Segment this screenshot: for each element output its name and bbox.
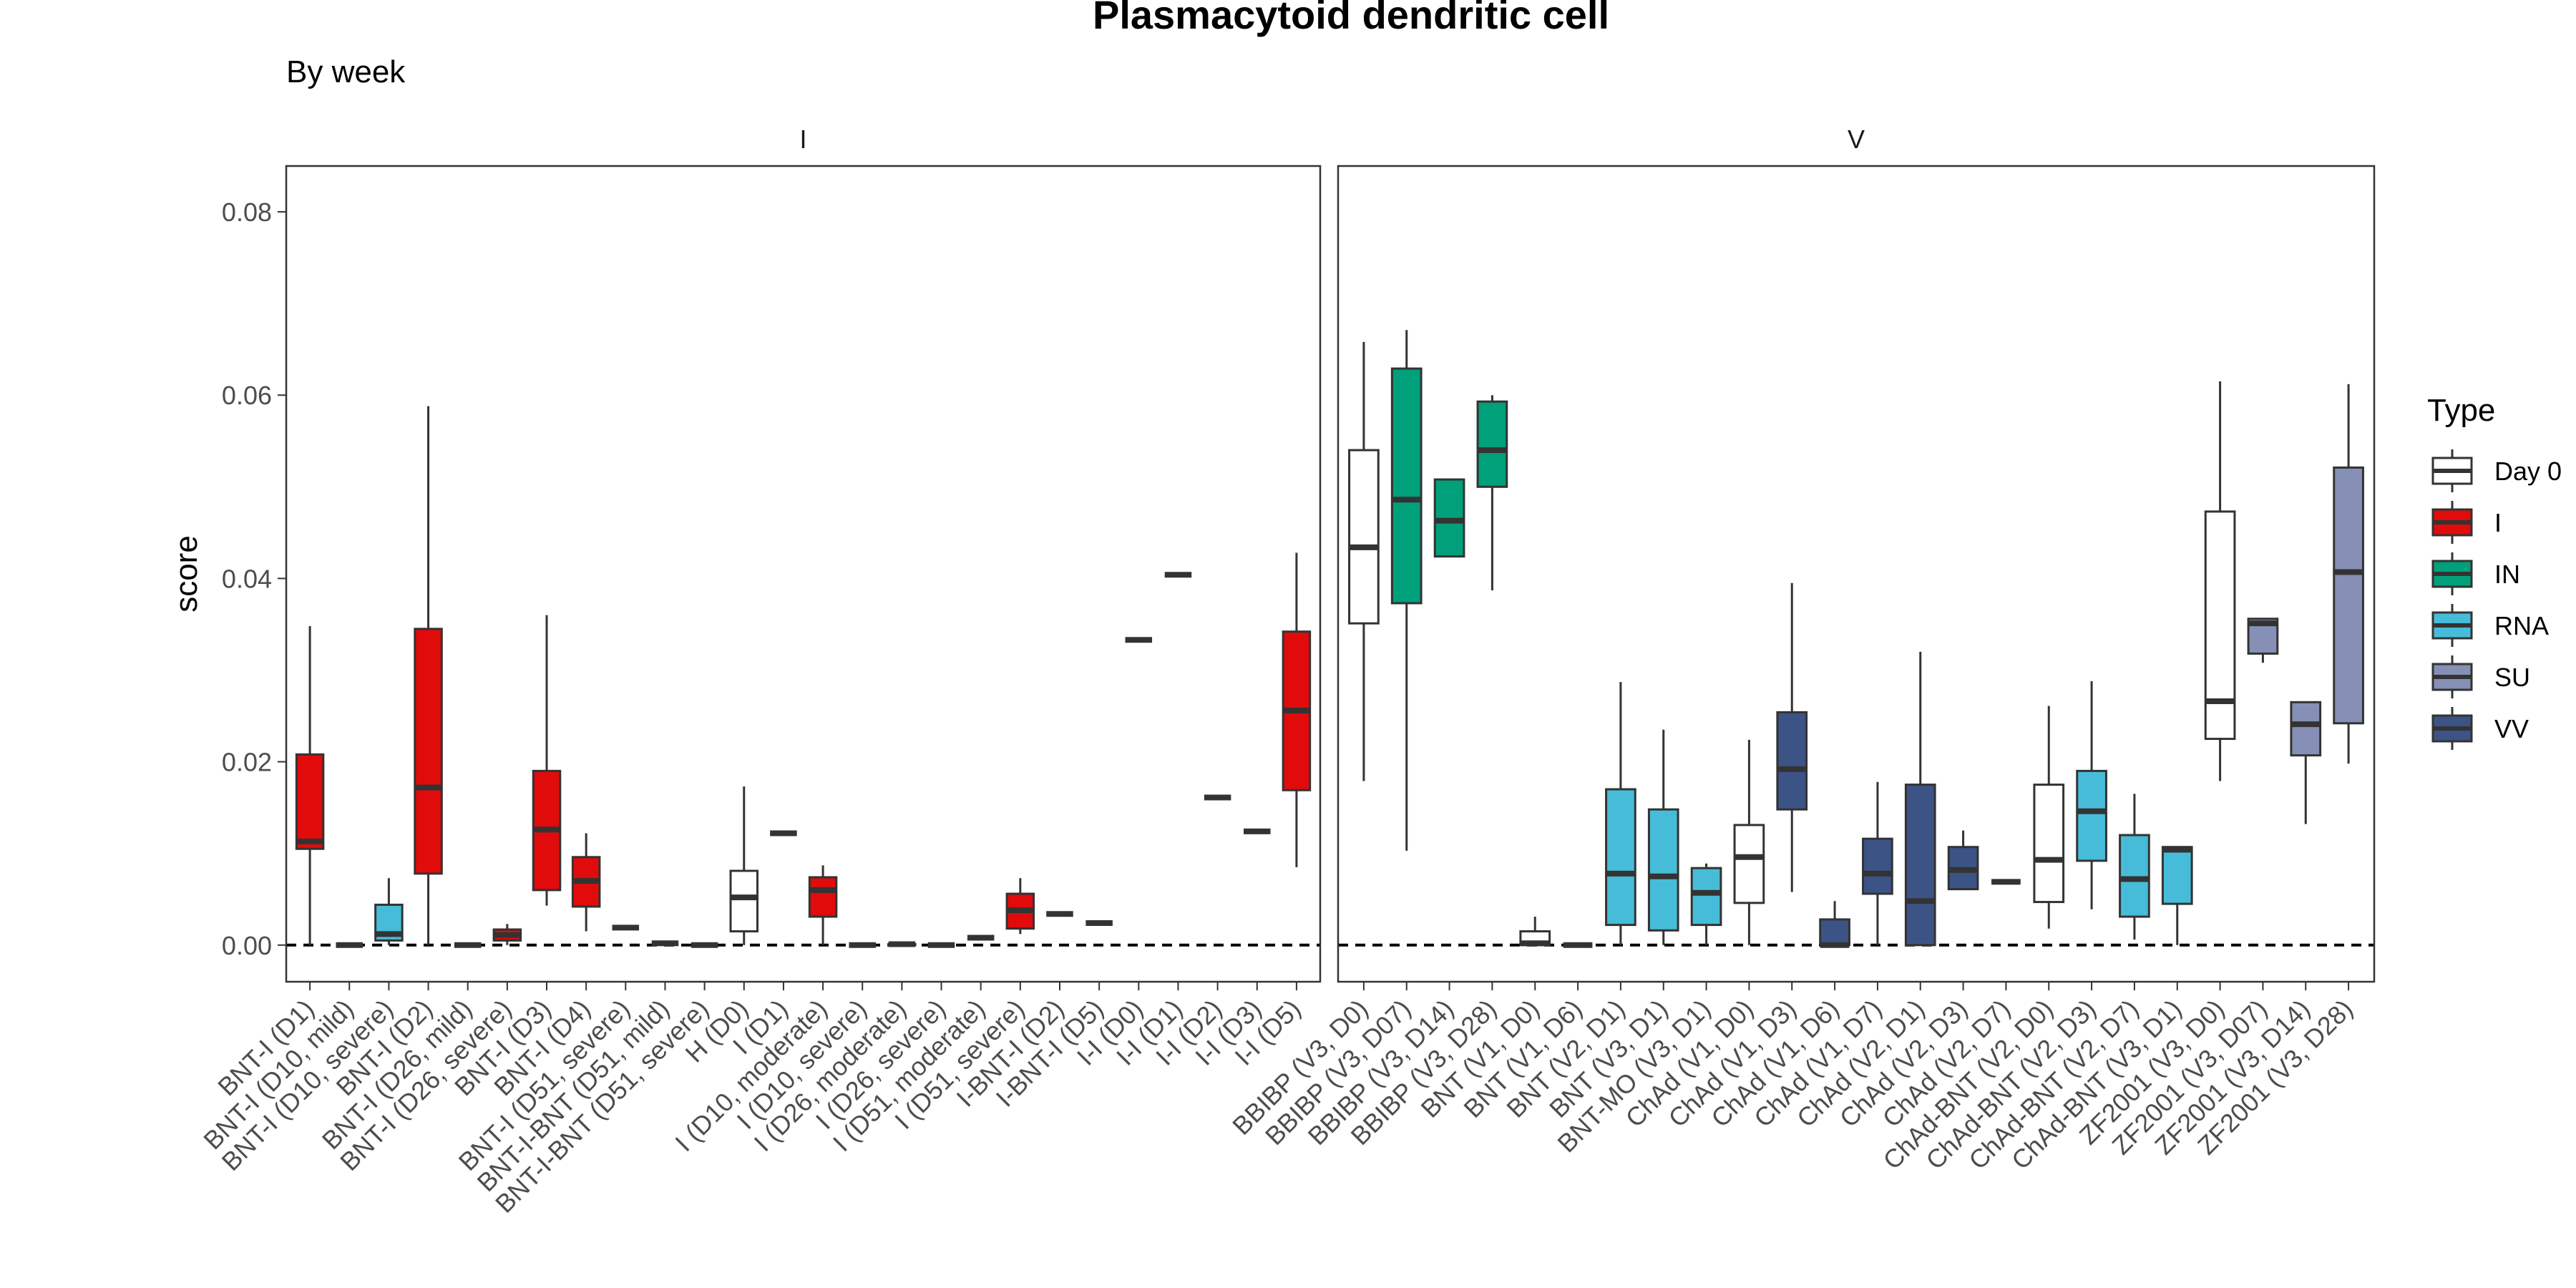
box-iqr [2333,466,2364,725]
legend-item-label: SU [2494,663,2530,692]
box-ChAd-BNT (V2, D0) [2033,706,2065,929]
box-ChAd (V2, D3) [1947,830,1979,891]
box-BBIBP (V3, D28) [1476,395,1508,591]
box-ChAd-BNT (V2, D3) [2076,680,2107,909]
legend-item-VV: VV [2431,707,2529,750]
box-iqr [1690,867,1722,927]
legend-title: Type [2427,393,2495,428]
box-iqr [1776,711,1808,811]
box-I (D10, moderate) [808,865,838,945]
box-BBIBP (V3, D0) [1348,341,1380,781]
box-BNT-I (D2) [414,406,443,945]
facet-strip-label: I [799,125,806,154]
y-tick-label: 0.04 [222,564,272,593]
box-iqr [1605,788,1636,927]
y-tick-label: 0.02 [222,748,272,777]
box-BNT (V1, D0) [1519,917,1551,947]
legend-item-label: IN [2494,560,2520,589]
box-I (D51, severe) [1005,878,1035,935]
box-iqr [1348,449,1380,625]
box-iqr [2204,510,2236,741]
box-BNT-I (D10, severe) [374,878,404,945]
box-BNT (V2, D1) [1605,682,1636,945]
panel-border [1337,165,2376,983]
box-iqr [2033,784,2065,904]
box-ChAd (V2, D1) [1904,651,1936,947]
box-I (D26, moderate) [887,941,917,947]
box-ChAd-BNT (V2, D7) [2119,794,2150,940]
facet-strip-label: V [1848,125,1865,154]
box-BBIBP (V3, D14) [1433,478,1465,558]
box-iqr [295,753,325,850]
y-axis: 0.00 0.02 0.04 0.06 0.08 [222,197,286,960]
box-ZF2001 (V3, D07) [2247,618,2279,663]
box-iqr [2119,834,2150,918]
box-iqr [1476,400,1508,488]
box-ChAd (V1, D6) [1819,901,1850,948]
box-iqr [1390,367,1423,605]
box-BNT-MO (V3, D1) [1690,863,1722,945]
panel-border [285,165,1322,983]
box-ZF2001 (V3, D14) [2290,701,2322,824]
legend-item-Day 0: Day 0 [2431,449,2562,492]
legend-item-SU: SU [2431,655,2530,698]
box-BNT-I (D26, severe) [492,924,522,945]
legend-item-label: RNA [2494,611,2549,640]
y-tick-label: 0.08 [222,197,272,227]
legend-item-label: VV [2494,714,2529,743]
box-iqr [1904,784,1936,947]
legend-item-label: I [2494,508,2502,537]
box-BNT-I (D3) [532,615,562,906]
y-axis-label: score [169,535,204,613]
box-iqr [414,628,443,875]
legend: Type Day 0 I IN RNA SU VV [2427,393,2562,750]
box-iqr [1733,824,1765,904]
box-BNT (V3, D1) [1647,729,1679,945]
box-BBIBP (V3, D07) [1390,330,1423,851]
y-tick-label: 0.06 [222,381,272,410]
box-iqr [1862,837,1893,895]
legend-item-IN: IN [2431,552,2520,595]
box-ChAd (V1, D0) [1733,739,1765,945]
box-ChAd (V1, D7) [1862,781,1893,945]
box-iqr [2290,701,2322,757]
box-iqr [1647,808,1679,932]
chart-title: Plasmacytoid dendritic cell [1093,0,1609,37]
chart-subtitle: By week [286,54,406,89]
box-BNT-I (D1) [295,626,325,945]
box-ChAd (V1, D3) [1776,582,1808,892]
box-iqr [1819,918,1850,947]
legend-item-label: Day 0 [2494,457,2562,486]
box-BNT-I (D4) [571,833,601,932]
box-iqr [808,876,838,918]
y-tick-label: 0.00 [222,931,272,960]
box-ZF2001 (V3, D0) [2204,381,2236,781]
box-ZF2001 (V3, D28) [2333,384,2364,764]
box-iqr [2161,846,2193,905]
legend-item-RNA: RNA [2431,604,2549,647]
box-iqr [729,869,759,933]
legend-item-I: I [2431,501,2502,544]
box-H (D0) [729,786,759,945]
box-I-I (D5) [1282,552,1312,867]
box-ChAd-BNT (V3, D1) [2161,846,2193,945]
box-iqr [2076,769,2107,862]
